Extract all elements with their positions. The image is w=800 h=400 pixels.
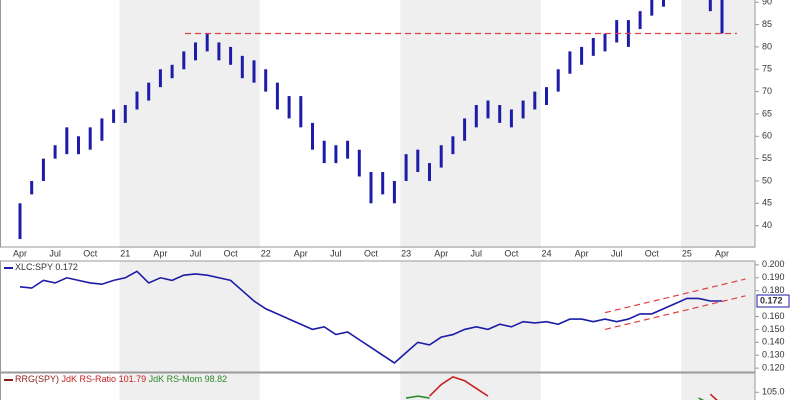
trend-line	[604, 295, 746, 330]
y-tick-label: 0.180	[762, 285, 785, 295]
y-tick-label: 75	[762, 64, 772, 74]
x-tick-label: Apr	[575, 248, 589, 258]
x-tick-label: Oct	[645, 248, 660, 258]
legend-name: JdK RS-Mom	[149, 374, 203, 384]
year-band	[400, 0, 541, 248]
legend-title: RRG(SPY)	[15, 374, 59, 384]
legend-value: 0.172	[55, 262, 78, 272]
x-tick-label: Jul	[471, 248, 483, 258]
series-line	[428, 375, 718, 400]
legend-value: 101.79	[119, 374, 147, 384]
ratio-panel	[19, 270, 746, 364]
x-tick-label: Oct	[504, 248, 519, 258]
x-tick-label: Oct	[364, 248, 379, 258]
x-tick-label: Apr	[434, 248, 448, 258]
x-tick-label: Apr	[294, 248, 308, 258]
price-frame	[0, 0, 756, 248]
legend-text: XLC:SPY 0.172	[15, 262, 78, 272]
year-band	[681, 261, 755, 372]
x-tick-label: Jul	[330, 248, 342, 258]
y-tick-label: 0.140	[762, 337, 785, 347]
y-tick-label: 45	[762, 198, 772, 208]
y-tick-label: 50	[762, 175, 772, 185]
price-panel	[18, 0, 737, 240]
y-tick-label: 65	[762, 108, 772, 118]
last-value-box	[756, 294, 790, 308]
x-tick-label: Oct	[224, 248, 239, 258]
x-tick-label: Jul	[190, 248, 202, 258]
last-value-label: 0.172	[760, 295, 783, 305]
x-tick-label: Jul	[49, 248, 61, 258]
x-tick-label: Apr	[153, 248, 167, 258]
y-tick-label: 85	[762, 19, 772, 29]
year-band	[119, 261, 260, 372]
legend-name: XLC:SPY	[15, 262, 53, 272]
y-tick-label: 70	[762, 86, 772, 96]
series-line	[19, 270, 722, 364]
ratio-legend: XLC:SPY 0.172	[4, 262, 78, 272]
year-band	[400, 373, 541, 400]
x-tick-label: Apr	[715, 248, 729, 258]
rrg-legend: RRG(SPY) JdK RS-Ratio 101.79 JdK RS-Mom …	[4, 374, 227, 384]
x-tick-label: 24	[541, 248, 551, 258]
x-tick-label: Jul	[611, 248, 623, 258]
y-tick-label: 55	[762, 153, 772, 163]
year-band	[681, 373, 755, 400]
y-tick-label: 0.120	[762, 363, 785, 373]
y-tick-label: 0.130	[762, 350, 785, 360]
year-band	[400, 261, 541, 372]
year-band	[119, 373, 260, 400]
y-tick-label: 40	[762, 220, 772, 230]
y-tick-label: 0.190	[762, 272, 785, 282]
legend-value: 98.82	[205, 374, 228, 384]
trend-line	[604, 278, 746, 314]
year-shading	[119, 0, 755, 400]
x-tick-label: Apr	[13, 248, 27, 258]
x-tick-label: 22	[261, 248, 271, 258]
y-tick-label: 90	[762, 0, 772, 7]
x-tick-label: 25	[682, 248, 692, 258]
year-band	[119, 0, 260, 248]
legend-text: RRG(SPY) JdK RS-Ratio 101.79 JdK RS-Mom …	[15, 374, 227, 384]
rrg-frame	[0, 372, 756, 400]
y-tick-label: 60	[762, 131, 772, 141]
x-tick-label: 23	[401, 248, 411, 258]
y-tick-label: 0.200	[762, 259, 785, 269]
y-tick-label: 105.0	[762, 387, 785, 397]
y-tick-label: 80	[762, 41, 772, 51]
year-band	[681, 0, 755, 248]
legend-name: JdK RS-Ratio	[62, 374, 117, 384]
y-tick-label: 0.150	[762, 324, 785, 334]
y-tick-label: 0.160	[762, 311, 785, 321]
ratio-frame	[0, 260, 756, 373]
x-tick-label: 21	[120, 248, 130, 258]
x-tick-label: Oct	[83, 248, 98, 258]
